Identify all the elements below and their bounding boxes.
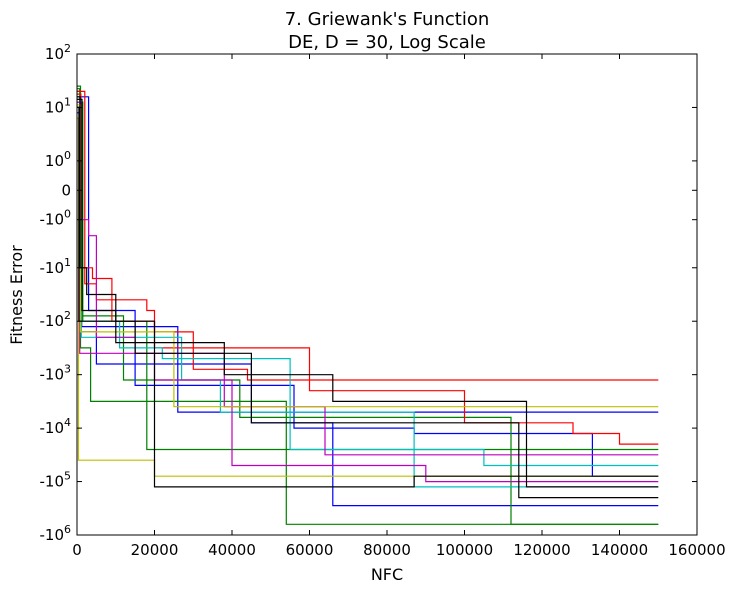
plot-frame xyxy=(76,53,698,536)
y-tick-label-8: -104 xyxy=(40,416,72,437)
x-tick-label-5: 100000 xyxy=(436,541,493,559)
series-line-16 xyxy=(77,106,659,499)
x-tick-label-3: 60000 xyxy=(286,541,334,559)
series-line-11 xyxy=(77,106,659,483)
series-line-12 xyxy=(77,117,659,477)
y-tick-label-9: -105 xyxy=(40,470,72,491)
chart-title-line1: 7. Griewank's Function xyxy=(285,9,490,30)
x-tick-label-2: 40000 xyxy=(208,541,256,559)
x-tick-label-1: 20000 xyxy=(131,541,179,559)
x-tick-label-7: 140000 xyxy=(591,541,648,559)
y-tick-label-4: -100 xyxy=(40,208,72,229)
series-line-3 xyxy=(77,85,659,525)
y-tick-label-6: -102 xyxy=(40,309,72,330)
series-line-4 xyxy=(77,88,659,525)
x-axis-label: NFC xyxy=(371,565,403,584)
series-line-7 xyxy=(77,93,659,445)
x-tick-label-0: 0 xyxy=(72,541,82,559)
x-axis-ticks: 0 20000 40000 60000 80000 100000 120000 140000 1… xyxy=(72,54,726,559)
series-line-15 xyxy=(77,98,659,488)
chart-title-line2: DE, D = 30, Log Scale xyxy=(288,32,486,53)
x-tick-label-4: 80000 xyxy=(363,541,411,559)
y-axis-label: Fitness Error xyxy=(7,245,26,345)
y-tick-label-1: 101 xyxy=(45,95,71,116)
y-axis-ticks: 102 101 100 0 -100 -101 -102 -103 -104 -105 -106 xyxy=(40,42,697,544)
y-tick-label-3: 0 xyxy=(61,181,71,199)
series-line-0 xyxy=(77,90,659,507)
y-tick-label-2: 100 xyxy=(45,149,71,170)
series-layer xyxy=(77,85,659,525)
series-line-2 xyxy=(77,112,659,413)
y-tick-label-10: -106 xyxy=(40,523,72,544)
x-tick-label-6: 120000 xyxy=(513,541,570,559)
y-tick-label-5: -101 xyxy=(40,256,72,277)
x-tick-label-8: 160000 xyxy=(668,541,725,559)
y-tick-label-0: 102 xyxy=(45,42,71,63)
series-line-1 xyxy=(77,96,659,477)
series-line-5 xyxy=(77,101,659,451)
series-line-8 xyxy=(77,98,659,488)
series-line-13 xyxy=(77,104,659,408)
series-line-14 xyxy=(77,96,659,488)
y-tick-label-7: -103 xyxy=(40,363,72,384)
